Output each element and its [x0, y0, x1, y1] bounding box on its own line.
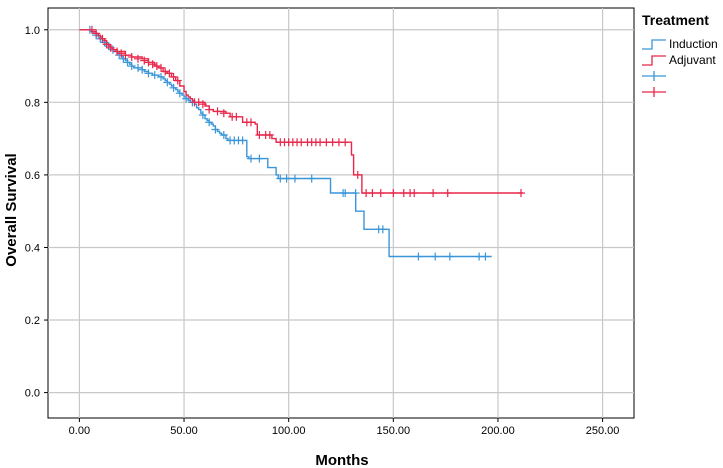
adjuvant-censor-mark: [92, 29, 101, 38]
induction-censor-mark: [351, 189, 360, 198]
legend-line-swatch: [642, 55, 666, 66]
induction-censor-mark: [169, 83, 178, 92]
adjuvant-censor-mark: [106, 43, 115, 52]
induction-censor-mark: [163, 78, 172, 87]
induction-censor-mark: [247, 154, 256, 163]
adjuvant-censor-mark: [219, 109, 228, 118]
adjuvant-censor-mark: [152, 62, 161, 71]
adjuvant-censor-mark: [389, 189, 398, 198]
adjuvant-censor-mark: [121, 51, 130, 60]
induction-censor-mark: [175, 89, 184, 98]
adjuvant-censor-mark: [173, 76, 182, 85]
y-tick-label: 0.8: [25, 97, 40, 109]
induction-censor-mark: [150, 71, 159, 80]
induction-censor-mark: [414, 252, 423, 261]
x-axis-title: Months: [315, 452, 368, 468]
axis-layer: 0.00 50.00 100.00 150.00 200.00 250.00 0.0 0.2 0…: [25, 25, 620, 437]
induction-censor-mark: [182, 94, 191, 103]
induction-censor-mark: [431, 252, 440, 261]
induction-censor-mark: [378, 225, 387, 234]
x-tick-label: 200.00: [481, 425, 515, 437]
adjuvant-censor-mark: [247, 118, 256, 127]
y-tick-label: 0.0: [25, 388, 40, 400]
y-tick-label: 0.4: [25, 242, 40, 254]
grid-lines: [48, 8, 634, 418]
adjuvant-censor-mark: [133, 54, 142, 63]
induction-censor-mark: [123, 58, 132, 67]
x-tick-label: 150.00: [376, 425, 410, 437]
adjuvant-censor-mark: [161, 67, 170, 76]
induction-censor-mark: [211, 125, 220, 134]
adjuvant-censor-mark: [98, 34, 107, 43]
induction-censor-mark: [238, 136, 247, 145]
induction-censor-mark: [144, 69, 153, 78]
induction-survival-line: [79, 29, 492, 258]
legend-line-swatch: [642, 39, 666, 50]
x-tick-label: 0.00: [69, 425, 90, 437]
induction-censor-mark: [341, 189, 350, 198]
induction-censor-mark: [282, 174, 291, 183]
x-tick-label: 50.00: [170, 425, 198, 437]
induction-censor-mark: [157, 72, 166, 81]
induction-censor-mark: [205, 118, 214, 127]
legend-entry: Induction: [642, 37, 718, 51]
adjuvant-censor-mark: [368, 189, 377, 198]
adjuvant-censor-mark: [102, 40, 111, 49]
adjuvant-censor-mark: [198, 100, 207, 109]
adjuvant-censor-mark: [429, 189, 438, 198]
induction-censor-mark: [290, 174, 299, 183]
adjuvant-censor-mark: [265, 130, 274, 139]
adjuvant-censor-mark: [144, 58, 153, 67]
induction-censor-mark: [481, 252, 490, 261]
adjuvant-censor-mark: [169, 72, 178, 81]
plot-area: [47, 7, 635, 419]
y-tick-label: 1.0: [25, 25, 40, 37]
y-tick-label: 0.2: [25, 315, 40, 327]
induction-censor-mark: [445, 252, 454, 261]
induction-censor-mark: [219, 130, 228, 139]
legend-label: Adjuvant: [669, 53, 716, 67]
adjuvant-censor-mark: [516, 189, 525, 198]
legend: Treatment Induction Adjuvant: [642, 12, 718, 97]
adjuvant-censor-mark: [165, 69, 174, 78]
induction-censor-mark: [307, 174, 316, 183]
adjuvant-censor-mark: [127, 52, 136, 61]
x-tick-label: 100.00: [272, 425, 306, 437]
adjuvant-censor-mark: [117, 49, 126, 58]
induction-censor-mark: [138, 65, 147, 74]
adjuvant-censor-mark: [205, 105, 214, 114]
induction-censor-mark: [198, 111, 207, 120]
series-layer: [79, 25, 525, 261]
legend-entry: Adjuvant: [642, 53, 716, 67]
adjuvant-censor-mark: [194, 98, 203, 107]
y-tick-label: 0.6: [25, 170, 40, 182]
adjuvant-censor-mark: [87, 25, 96, 34]
adjuvant-censor-mark: [213, 107, 222, 116]
adjuvant-censor-mark: [443, 189, 452, 198]
legend-entry: [642, 71, 666, 81]
adjuvant-censor-mark: [157, 63, 166, 72]
adjuvant-censor-mark: [376, 189, 385, 198]
adjuvant-censor-mark: [341, 138, 350, 147]
legend-entry: [642, 87, 666, 97]
induction-censor-mark: [133, 63, 142, 72]
adjuvant-censor-mark: [140, 56, 149, 65]
adjuvant-censor-mark: [113, 47, 122, 56]
induction-censor-mark: [255, 154, 264, 163]
y-axis-title: Overall Survival: [3, 153, 20, 266]
adjuvant-censor-mark: [353, 170, 362, 179]
induction-censor-mark: [127, 62, 136, 71]
adjuvant-censor-mark: [232, 112, 241, 121]
adjuvant-censor-mark: [410, 189, 419, 198]
x-tick-label: 250.00: [586, 425, 620, 437]
legend-title: Treatment: [642, 12, 709, 28]
adjuvant-censor-mark: [148, 60, 157, 69]
legend-label: Induction: [669, 37, 718, 51]
